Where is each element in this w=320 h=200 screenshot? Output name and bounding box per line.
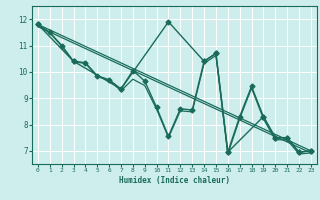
X-axis label: Humidex (Indice chaleur): Humidex (Indice chaleur) [119, 176, 230, 185]
